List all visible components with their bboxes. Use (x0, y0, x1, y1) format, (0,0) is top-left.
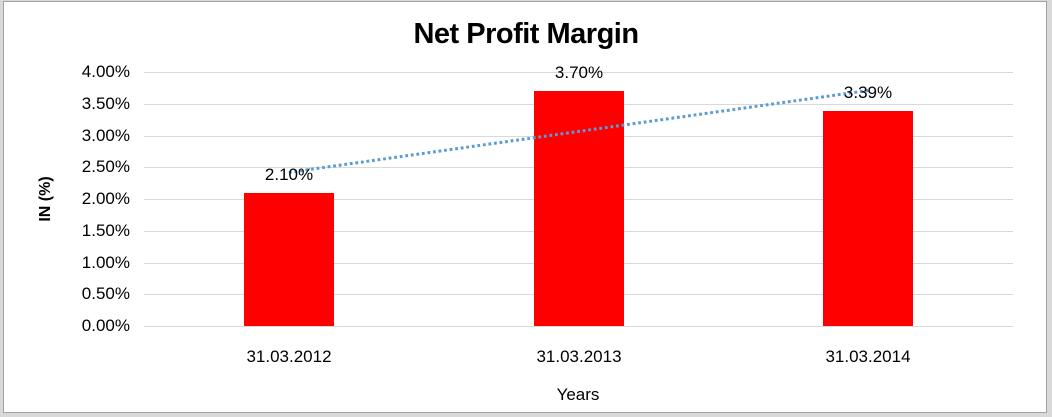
bar-31.03.2013 (534, 91, 624, 326)
bar-31.03.2014 (823, 111, 913, 326)
bar-31.03.2012 (244, 193, 334, 326)
y-tick-label: 1.00% (81, 253, 130, 272)
gridline (144, 72, 1013, 73)
gridline (144, 326, 1013, 327)
y-tick-label: 3.00% (81, 126, 130, 145)
y-tick-label: 1.50% (81, 221, 130, 240)
x-tick-label: 31.03.2013 (536, 347, 622, 366)
y-tick-label: 0.00% (81, 316, 130, 335)
y-tick-label: 0.50% (81, 284, 130, 303)
chart-title: Net Profit Margin (413, 18, 639, 50)
data-label: 3.70% (554, 63, 604, 82)
y-tick-label: 3.50% (81, 94, 130, 113)
y-tick-label: 2.50% (81, 157, 130, 176)
x-tick-label: 31.03.2012 (246, 347, 332, 366)
data-label: 3.39% (843, 83, 893, 102)
data-label: 2.10% (264, 165, 314, 184)
y-axis-title: IN (%) (37, 176, 54, 222)
x-tick-label: 31.03.2014 (825, 347, 911, 366)
y-tick-label: 2.00% (81, 189, 130, 208)
x-axis-title: Years (556, 385, 600, 404)
y-tick-label: 4.00% (81, 62, 130, 81)
